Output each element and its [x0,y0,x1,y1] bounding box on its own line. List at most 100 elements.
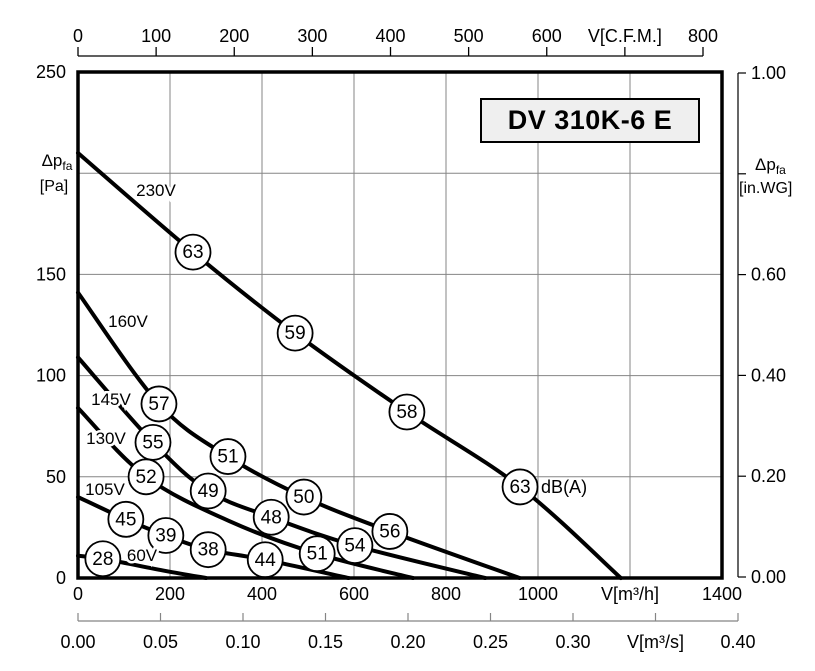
db-value: 28 [92,549,113,570]
axis-bottom2-tick-label: 0.05 [143,632,178,652]
axis-left-tick-label: 150 [36,264,66,284]
db-marker-145V-49: 49 [189,472,227,510]
db-value: 57 [148,394,169,415]
db-marker-230V-59: 59 [276,314,314,352]
axis-right-unit-label: Δpfa [755,155,786,177]
db-circle [140,385,178,423]
axis-top-tick-label: 600 [532,26,562,46]
curve-160V [76,290,522,580]
db-marker-105V-38: 38 [189,531,227,569]
axis-right-unit-bracket: [in.WG] [739,180,792,197]
db-value: 44 [255,550,277,571]
axis-bottom-tick-label: 600 [339,584,369,604]
voltage-labels: 230V 160V 145V 130V 105V 60V [83,179,179,568]
db-marker-130V-51: 51 [298,535,336,573]
db-value: 49 [198,481,219,502]
db-marker-145V-54: 54 [336,527,374,565]
db-value: 63 [182,242,203,263]
db-value: 51 [217,447,238,468]
db-circle [388,393,426,431]
axis-top-tick-label: 300 [297,26,327,46]
axis-top-tick-label: 800 [688,26,718,46]
db-marker-105V-44: 44 [246,541,284,579]
db-value: 39 [155,525,176,546]
axis-bottom-tick-label: 1000 [518,584,558,604]
gridlines [78,72,722,578]
db-circle [336,527,374,565]
curve-label-130V: 130V [86,429,126,448]
model-title-box: DV 310K-6 E [480,98,700,143]
db-circle [189,472,227,510]
db-markers: 63 59 58 63 dB(A) 57 51 50 56 55 49 48 54 52 51 45 39 38 4… [84,233,587,579]
curve-label-105V: 105V [85,480,125,499]
db-value: 56 [379,521,400,542]
db-marker-60V-28: 28 [84,540,122,578]
db-marker-160V-56: 56 [371,513,409,550]
db-marker-145V-48: 48 [252,498,290,536]
db-marker-160V-57: 57 [140,385,178,423]
axis-bottom-tick-label: 400 [247,584,277,604]
curve-label-60V: 60V [127,546,158,565]
db-value: 51 [307,544,328,565]
axis-right-inwg [737,72,746,578]
axis-bottom2-tick-label: 0.30 [555,632,590,652]
db-circle [285,478,323,516]
axis-bottom-tick-label: 1400 [702,584,742,604]
axis-bottom2-tick-label: 0.00 [60,632,95,652]
curve-label-230V: 230V [136,181,176,200]
db-value: 63 [509,477,530,498]
db-marker-230V-58: 58 [388,393,426,431]
curves [76,150,623,580]
db-marker-105V-39: 39 [147,517,185,554]
axis-bottom2-tick-label: 0.10 [225,632,260,652]
db-marker-105V-45: 45 [107,500,145,538]
axis-bottom2-unit-label: V[m³/s] [627,632,684,652]
db-marker-230V-63: 63 dB(A) [501,468,587,506]
axis-left-unit-label: Δpfa [42,151,73,173]
db-circle [189,531,227,569]
axis-top-unit-label: V[C.F.M.] [588,26,662,46]
db-value: 59 [285,323,306,344]
axis-bottom2-tick-label: 0.25 [473,632,508,652]
db-unit-label: dB(A) [541,477,587,497]
axis-right-tick-label: 0.40 [751,365,786,385]
axis-bottom2-tick-label: 0.40 [720,632,755,652]
db-circle [107,500,145,538]
axis-left-tick-label: 250 [36,62,66,82]
axis-bottom2-tick-label: 0.20 [390,632,425,652]
db-circle [174,233,212,271]
axis-top-tick-label: 500 [454,26,484,46]
db-circle [209,438,247,475]
axis-right-tick-label: 0.60 [751,265,786,285]
axis-left-tick-label: 100 [36,366,66,386]
db-value: 38 [198,540,219,561]
db-circle [147,517,185,554]
plot-frame [76,70,724,580]
db-circle [127,458,165,496]
axis-top-tick-label: 0 [73,26,83,46]
axis-bottom2-tick-label: 0.15 [308,632,343,652]
axis-right-tick-label: 0.00 [751,567,786,587]
axis-left-tick-label: 0 [56,568,66,588]
db-marker-145V-55: 55 [134,423,172,461]
db-marker-230V-63: 63 [174,233,212,271]
db-value: 48 [261,507,282,528]
axis-top-tick-label: 400 [375,26,405,46]
db-value: 54 [344,536,366,557]
db-circle [276,314,314,352]
axis-bottom-tick-label: 200 [155,584,185,604]
db-circle [252,498,290,536]
axis-bottom-tick-label: 0 [73,584,83,604]
axis-bottom-unit-label: V[m³/h] [601,584,659,604]
db-marker-160V-51: 51 [209,438,247,475]
axis-right-tick-label: 0.20 [751,466,786,486]
curve-label-145V: 145V [91,390,131,409]
db-value: 52 [136,467,157,488]
curve-label-160V: 160V [108,312,148,331]
db-marker-160V-50: 50 [285,478,323,516]
db-circle [501,468,539,506]
db-value: 50 [293,487,314,508]
db-circle [298,535,336,573]
